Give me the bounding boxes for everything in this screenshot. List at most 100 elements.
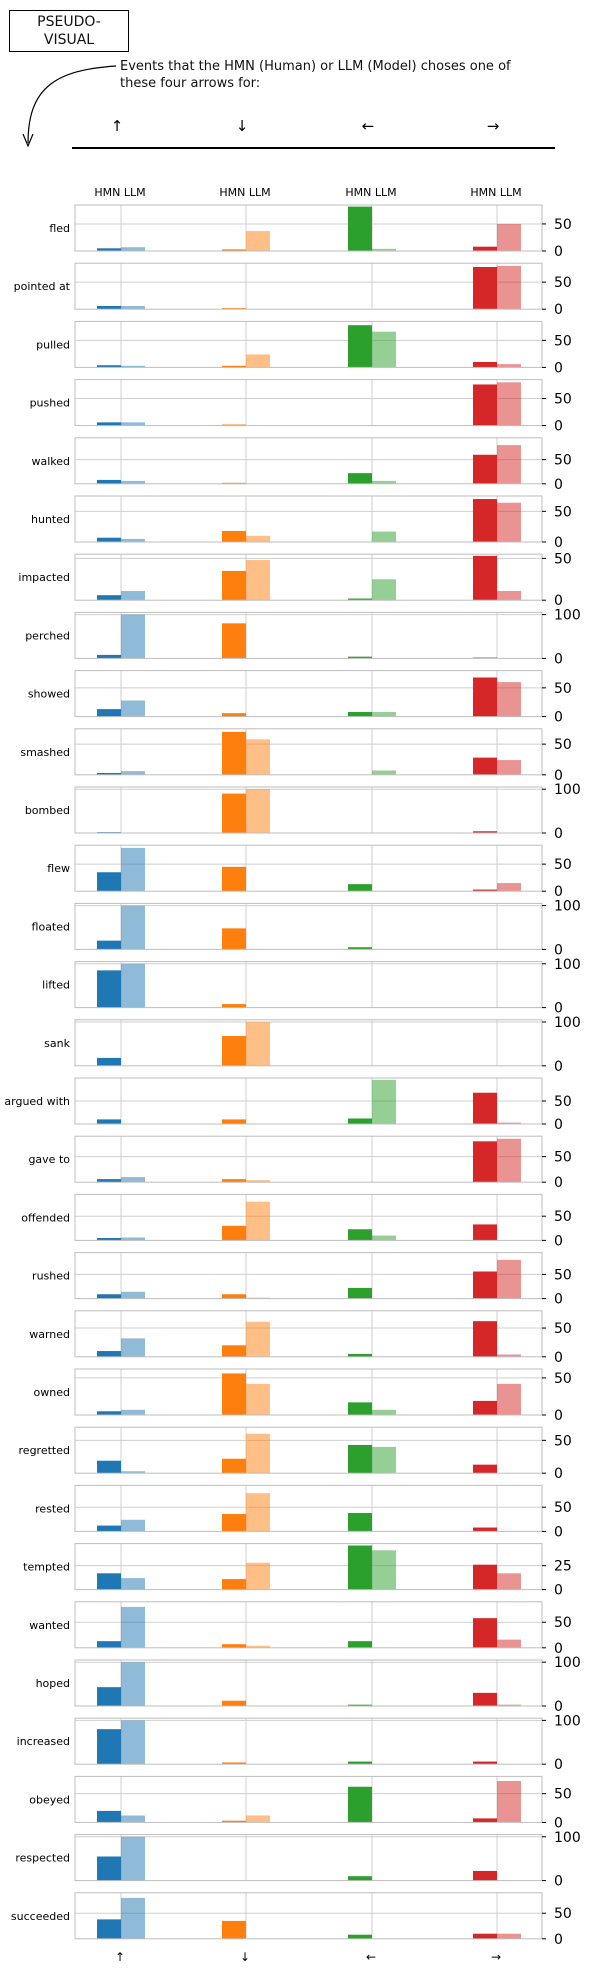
y-tick-label: 0	[554, 710, 563, 726]
bar-left-hmn	[348, 884, 372, 892]
panel-frame	[74, 437, 543, 485]
bar-down-llm	[246, 1180, 270, 1183]
bar-up-llm	[121, 771, 145, 775]
bar-left-llm	[372, 1409, 396, 1415]
bar-right-hmn	[473, 757, 497, 775]
bar-left-hmn	[348, 1934, 372, 1939]
bar-down-llm	[246, 1493, 270, 1532]
bar-up-hmn	[97, 479, 121, 484]
row-label: impacted	[18, 571, 70, 584]
y-tick-label: 50	[554, 857, 572, 873]
bar-up-llm	[121, 963, 145, 1008]
row-label: fled	[49, 222, 70, 235]
bar-up-llm	[121, 1409, 145, 1415]
bar-up-hmn	[97, 1641, 121, 1648]
bar-down-hmn	[222, 308, 246, 310]
bar-right-hmn	[473, 1618, 497, 1648]
bar-right-hmn	[473, 1527, 497, 1532]
bar-up-hmn	[97, 1237, 121, 1241]
y-tick-label: 100	[554, 957, 581, 973]
panel-frame	[74, 961, 543, 1009]
bar-up-hmn	[97, 654, 121, 659]
y-tick-label: 0	[554, 1292, 563, 1308]
row-label: warned	[29, 1328, 70, 1341]
bar-up-llm	[121, 305, 145, 310]
panel-frame	[74, 1252, 543, 1300]
panel-frame	[74, 1426, 543, 1474]
y-tick-label: 50	[554, 453, 572, 469]
y-tick-label: 0	[554, 1059, 563, 1075]
bar-up-hmn	[97, 970, 121, 1008]
y-tick-label: 0	[554, 1350, 563, 1366]
bar-up-llm	[121, 1237, 145, 1241]
bar-up-llm	[121, 365, 145, 368]
bar-down-llm	[246, 560, 270, 601]
bar-left-hmn	[348, 1118, 372, 1124]
bar-right-llm	[497, 1704, 521, 1706]
bar-down-hmn	[222, 1036, 246, 1066]
header-arrow-down: ↓	[236, 117, 249, 135]
y-tick-label: 50	[554, 1500, 572, 1516]
bar-right-llm	[497, 591, 521, 601]
panel-floated: floated 0 100	[32, 899, 581, 959]
bar-down-hmn	[222, 1458, 246, 1474]
bar-right-hmn	[473, 499, 497, 542]
y-tick-label: 0	[554, 768, 563, 784]
bar-up-hmn	[97, 1573, 121, 1590]
column-header-left: HMN LLM	[345, 186, 396, 199]
bar-up-llm	[121, 1815, 145, 1823]
row-label: pulled	[36, 338, 70, 351]
row-label: argued with	[4, 1095, 70, 1108]
panel-rested: rested 0 50	[35, 1484, 572, 1540]
row-label: sank	[44, 1037, 70, 1050]
panel-frame	[74, 1892, 543, 1940]
y-tick-label: 0	[554, 302, 563, 318]
y-tick-label: 50	[554, 1150, 572, 1166]
y-tick-label: 50	[554, 1433, 572, 1449]
bar-down-llm	[246, 354, 270, 368]
header-arrow-right: →	[487, 117, 500, 135]
bar-down-llm	[246, 789, 270, 833]
panel-bombed: bombed 0 100	[25, 782, 581, 842]
panel-regretted: regretted 0 50	[19, 1426, 572, 1482]
bar-up-hmn	[97, 1057, 121, 1066]
bar-left-hmn	[348, 712, 372, 717]
bar-down-llm	[246, 1645, 270, 1648]
bar-left-hmn	[348, 1287, 372, 1299]
panel-frame	[74, 1193, 543, 1241]
bar-right-llm	[497, 1781, 521, 1823]
bar-down-hmn	[222, 731, 246, 775]
bar-right-hmn	[473, 1692, 497, 1706]
y-tick-label: 50	[554, 1615, 572, 1631]
bar-up-hmn	[97, 1351, 121, 1357]
bar-up-hmn	[97, 1460, 121, 1474]
bar-right-llm	[497, 265, 521, 310]
panel-owned: owned 0 50	[34, 1368, 572, 1424]
bar-up-hmn	[97, 422, 121, 426]
panel-frame	[74, 1484, 543, 1532]
figure-title: PSEUDO- VISUAL	[9, 10, 129, 52]
y-tick-label: 50	[554, 1321, 572, 1337]
bar-left-hmn	[348, 1786, 372, 1823]
bar-left-hmn	[348, 1704, 372, 1706]
bar-down-hmn	[222, 1700, 246, 1706]
bar-right-llm	[497, 382, 521, 426]
y-tick-label: 50	[554, 1906, 572, 1922]
bar-right-llm	[497, 1639, 521, 1648]
panel-frame	[74, 553, 543, 601]
bar-left-hmn	[348, 1229, 372, 1241]
bar-left-llm	[372, 1446, 396, 1474]
y-tick-label: 0	[554, 593, 563, 609]
bar-right-llm	[497, 1354, 521, 1357]
bar-up-llm	[121, 1720, 145, 1765]
panel-frame	[74, 1135, 543, 1183]
panel-pushed: pushed 0 50	[30, 379, 572, 435]
y-tick-label: 0	[554, 826, 563, 842]
row-label: pushed	[30, 397, 70, 410]
y-tick-label: 100	[554, 899, 581, 915]
bar-right-llm	[497, 1573, 521, 1590]
panel-lifted: lifted 0 100	[42, 957, 581, 1017]
bar-up-llm	[121, 1897, 145, 1939]
bar-left-llm	[372, 1550, 396, 1590]
panel-frame	[74, 786, 543, 834]
